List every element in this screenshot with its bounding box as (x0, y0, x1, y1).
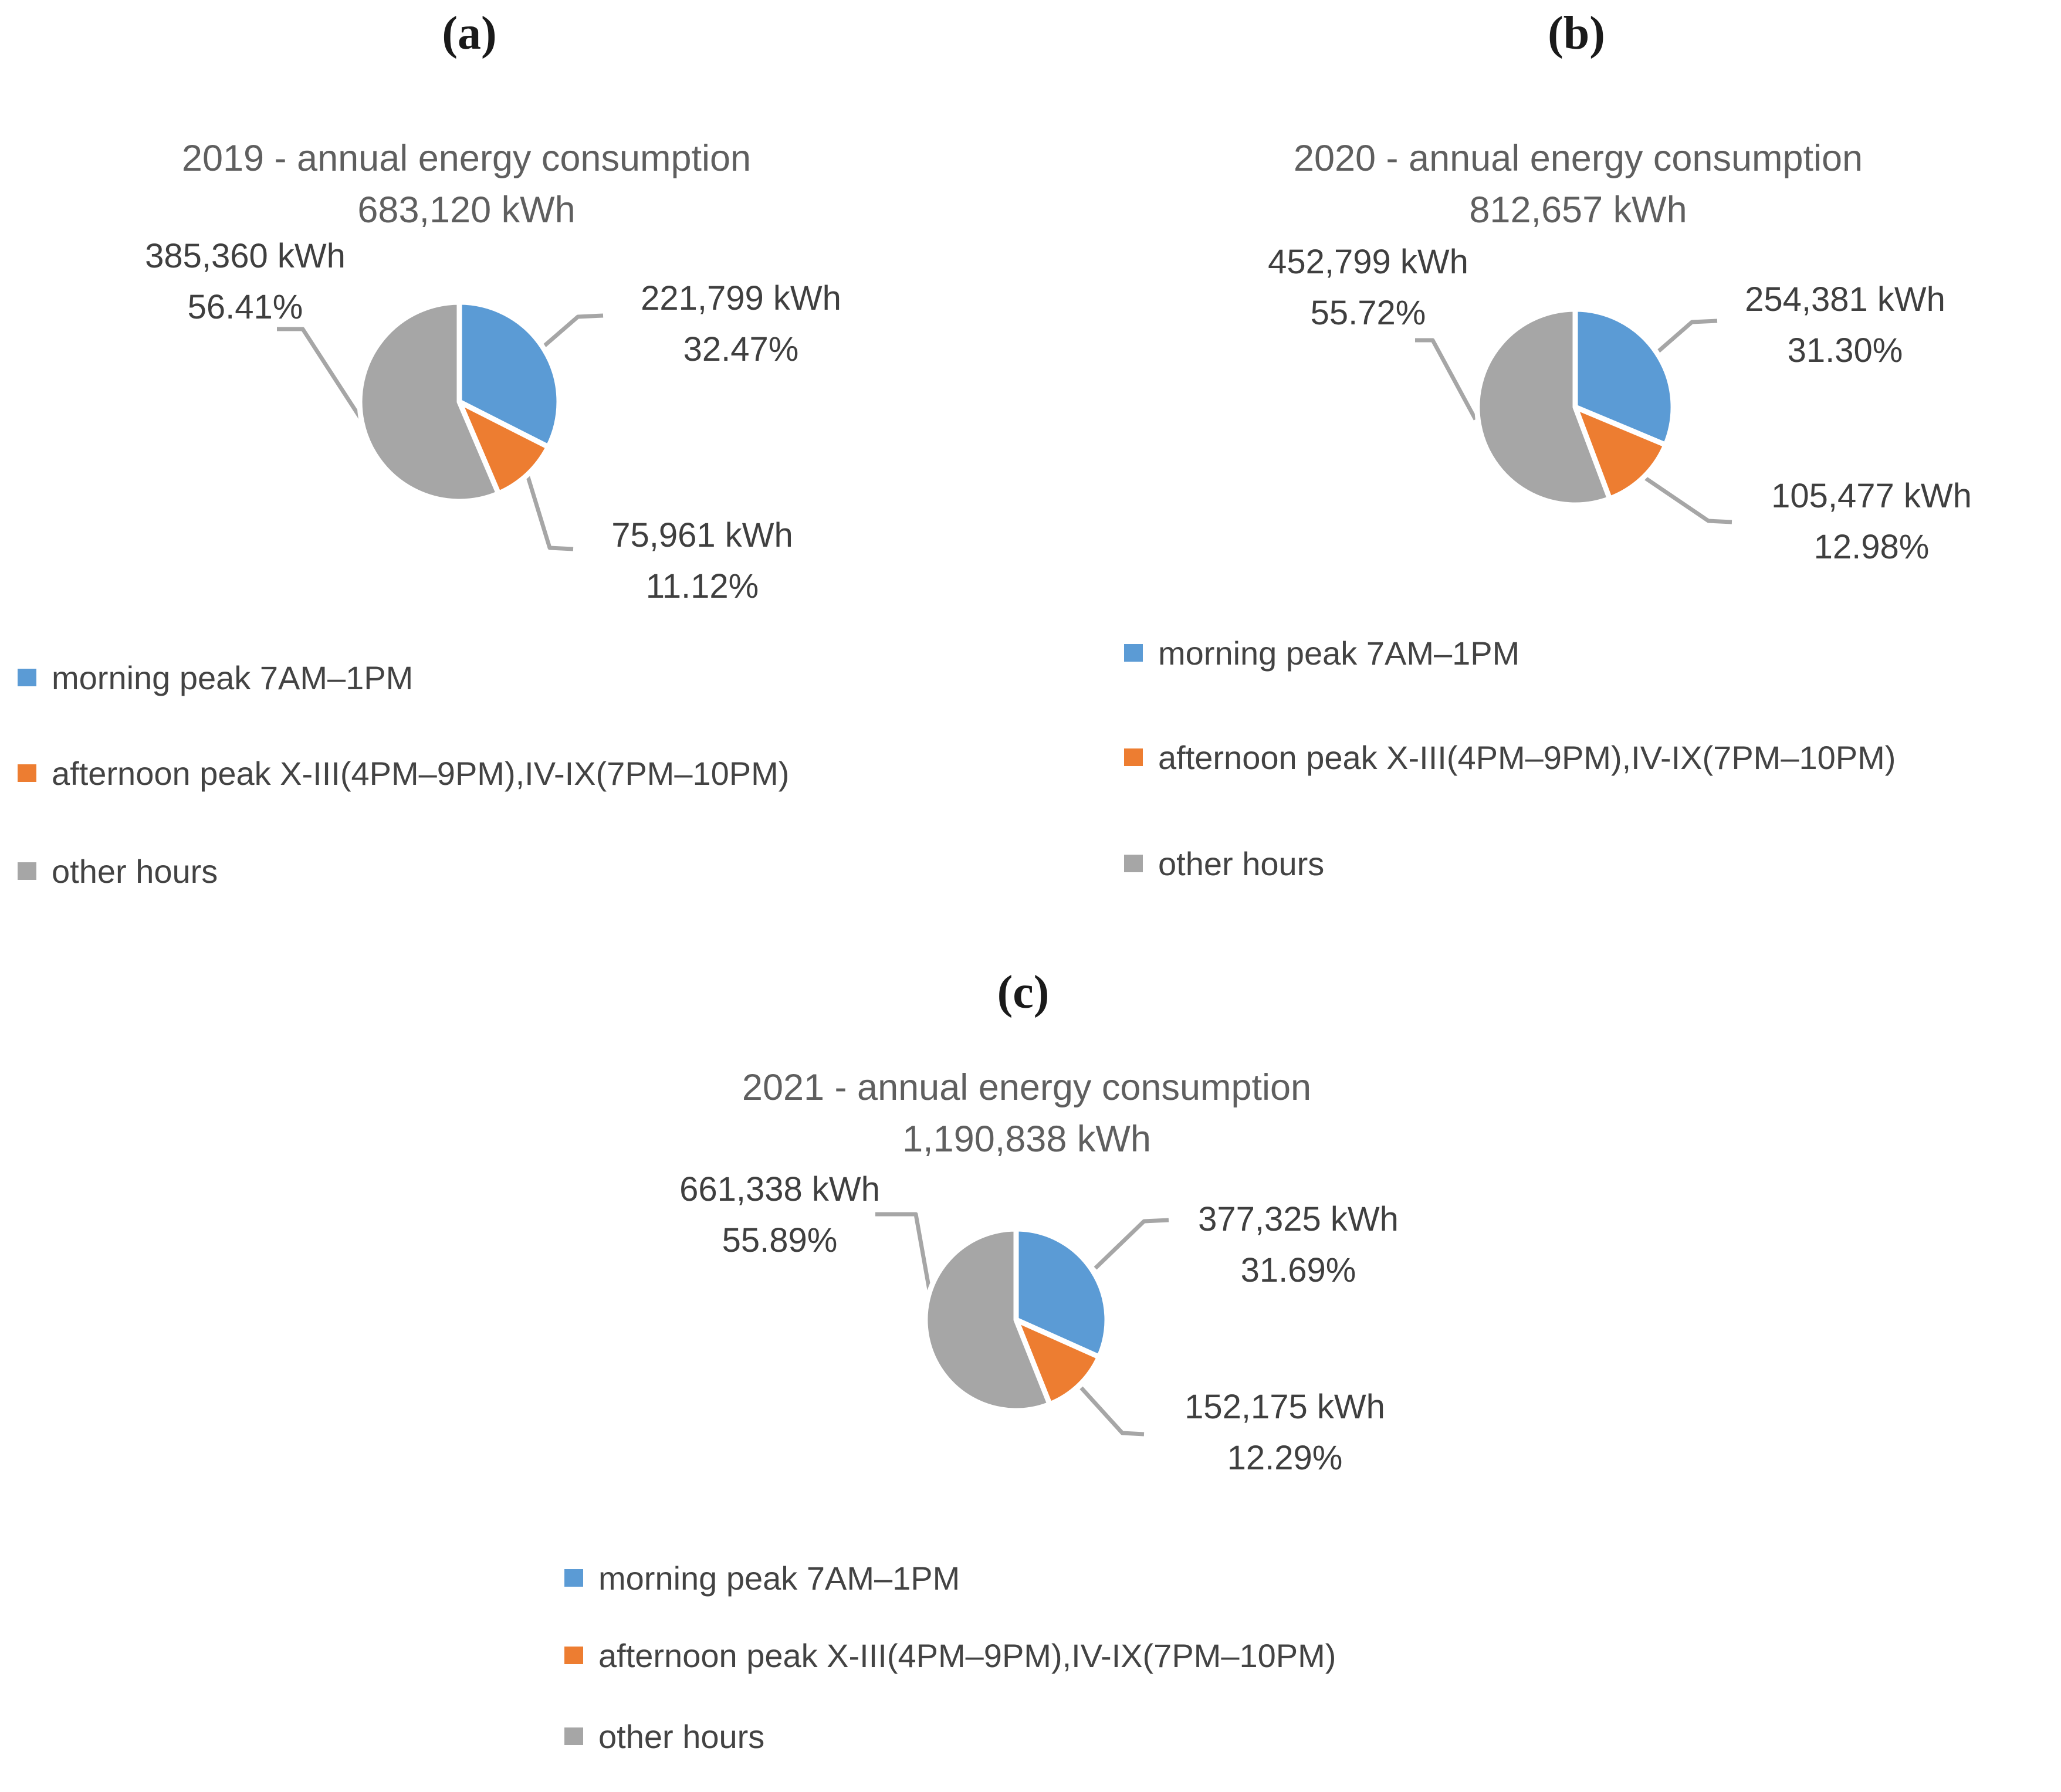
pie-2019-slice-afternoon-peak (456, 399, 551, 496)
label-2021-afternoon-peak-pct: 12.29% (1227, 1439, 1343, 1477)
legend-marker-gray (18, 862, 36, 880)
legend-marker-orange (18, 764, 36, 782)
legend-marker-blue (1124, 644, 1143, 662)
label-2021-other-hours-kwh: 661,338 kWh (679, 1170, 880, 1208)
panel-c-tag: (c) (997, 967, 1050, 1018)
pie-2021 (875, 1212, 1169, 1437)
pie-2020-slice-afternoon-peak (1572, 404, 1669, 502)
panel-b-title: 2020 - annual energy consumption 812,657… (1197, 133, 1960, 236)
legend-b-item-morning-peak: morning peak 7AM–1PM (1124, 634, 1520, 672)
label-2021-morning-peak-pct: 31.69% (1240, 1251, 1356, 1289)
legend-b-item-other-hours: other hours (1124, 845, 1324, 882)
label-2020-other-hours-kwh: 452,799 kWh (1268, 243, 1468, 281)
label-2020-morning-peak-pct: 31.30% (1787, 331, 1903, 370)
label-2021-afternoon-peak-kwh: 152,175 kWh (1185, 1388, 1385, 1426)
legend-marker-orange (564, 1647, 583, 1664)
legend-c-item-morning-peak: morning peak 7AM–1PM (564, 1559, 960, 1597)
panel-a-tag: (a) (442, 8, 497, 59)
legend-a-item-afternoon-peak: afternoon peak X-III(4PM–9PM),IV-IX(7PM–… (18, 754, 790, 792)
label-2020-afternoon-peak: 105,477 kWh 12.98% (1754, 470, 1989, 573)
legend-c-item-afternoon-peak: afternoon peak X-III(4PM–9PM),IV-IX(7PM–… (564, 1637, 1336, 1674)
pie-2020-slice-other-hours (1474, 306, 1613, 508)
panel-b-title-line1: 2020 - annual energy consumption (1293, 138, 1863, 179)
label-2019-morning-peak-pct: 32.47% (683, 330, 799, 368)
panel-c-title: 2021 - annual energy consumption 1,190,8… (645, 1062, 1408, 1165)
label-2021-afternoon-peak: 152,175 kWh 12.29% (1167, 1381, 1402, 1483)
pie-2021-slice-other-hours (922, 1226, 1053, 1414)
leader-line-2021-morning-peak (1094, 1218, 1169, 1270)
panel-b-title-line2: 812,657 kWh (1469, 189, 1687, 231)
legend-a-item-morning-peak: morning peak 7AM–1PM (18, 659, 413, 696)
legend-b-label-morning-peak: morning peak 7AM–1PM (1158, 634, 1520, 672)
label-2021-other-hours-pct: 55.89% (722, 1221, 838, 1259)
label-2019-other-hours: 385,360 kWh 56.41% (128, 231, 363, 333)
legend-a-label-afternoon-peak: afternoon peak X-III(4PM–9PM),IV-IX(7PM–… (52, 754, 790, 792)
panel-a-title-line2: 683,120 kWh (357, 189, 576, 231)
legend-marker-gray (564, 1727, 583, 1745)
leader-line-2021-afternoon-peak (1079, 1386, 1145, 1437)
pie-2019-slice-other-hours (357, 299, 502, 504)
panel-c-title-line1: 2021 - annual energy consumption (742, 1067, 1312, 1108)
pie-2021-slice-morning-peak (1013, 1226, 1110, 1360)
legend-a-label-morning-peak: morning peak 7AM–1PM (52, 659, 414, 696)
label-2019-other-hours-pct: 56.41% (187, 288, 303, 326)
legend-marker-blue (564, 1569, 583, 1587)
legend-b-label-other-hours: other hours (1158, 845, 1325, 882)
label-2020-other-hours-pct: 55.72% (1310, 294, 1426, 332)
legend-marker-blue (18, 669, 36, 686)
label-2021-other-hours: 661,338 kWh 55.89% (662, 1164, 897, 1266)
leader-line-2020-afternoon-peak (1642, 475, 1732, 524)
label-2020-other-hours: 452,799 kWh 55.72% (1251, 236, 1485, 338)
legend-c-item-other-hours: other hours (564, 1718, 765, 1755)
label-2020-afternoon-peak-pct: 12.98% (1813, 528, 1930, 566)
legend-c-label-afternoon-peak: afternoon peak X-III(4PM–9PM),IV-IX(7PM–… (598, 1637, 1336, 1674)
label-2019-morning-peak-kwh: 221,799 kWh (641, 279, 841, 317)
panel-c-title-line2: 1,190,838 kWh (902, 1119, 1151, 1160)
pie-2019 (277, 299, 604, 551)
legend-marker-gray (1124, 855, 1143, 872)
legend-c-label-morning-peak: morning peak 7AM–1PM (598, 1559, 960, 1597)
pie-2020 (1415, 306, 1732, 524)
label-2021-morning-peak: 377,325 kWh 31.69% (1181, 1194, 1416, 1296)
label-2021-morning-peak-kwh: 377,325 kWh (1198, 1200, 1399, 1238)
label-2019-morning-peak: 221,799 kWh 32.47% (624, 273, 858, 375)
legend-a-label-other-hours: other hours (52, 852, 218, 890)
legend-b-item-afternoon-peak: afternoon peak X-III(4PM–9PM),IV-IX(7PM–… (1124, 739, 1896, 776)
legend-b-label-afternoon-peak: afternoon peak X-III(4PM–9PM),IV-IX(7PM–… (1158, 739, 1896, 776)
panel-a-title-line1: 2019 - annual energy consumption (181, 138, 752, 179)
leader-line-2019-other-hours (277, 327, 371, 433)
label-2020-morning-peak-kwh: 254,381 kWh (1745, 280, 1945, 319)
pie-2021-slice-afternoon-peak (1013, 1317, 1102, 1407)
panel-a-title: 2019 - annual energy consumption 683,120… (85, 133, 848, 236)
label-2019-afternoon-peak-kwh: 75,961 kWh (611, 516, 793, 554)
leader-line-2020-other-hours (1415, 338, 1478, 421)
panel-b-tag: (b) (1548, 8, 1605, 59)
legend-c-label-other-hours: other hours (598, 1718, 765, 1755)
legend-a-item-other-hours: other hours (18, 852, 218, 890)
pie-2019-slice-morning-peak (456, 299, 562, 450)
legend-marker-orange (1124, 748, 1143, 766)
leader-line-2019-morning-peak (541, 313, 604, 349)
label-2019-afternoon-peak: 75,961 kWh 11.12% (585, 510, 820, 612)
label-2019-other-hours-kwh: 385,360 kWh (145, 237, 346, 275)
leader-line-2020-morning-peak (1654, 319, 1718, 355)
leader-line-2019-afternoon-peak (525, 474, 574, 551)
label-2019-afternoon-peak-pct: 11.12% (645, 567, 759, 605)
label-2020-afternoon-peak-kwh: 105,477 kWh (1771, 477, 1972, 515)
label-2020-morning-peak: 254,381 kWh 31.30% (1728, 274, 1962, 376)
pie-2020-slice-morning-peak (1572, 306, 1676, 448)
